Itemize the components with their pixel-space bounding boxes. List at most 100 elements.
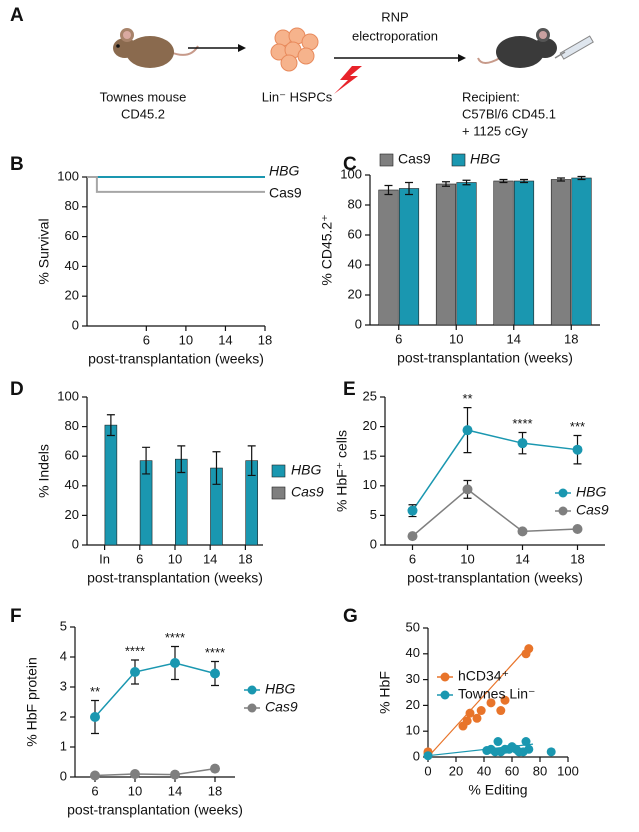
legend-swatch — [247, 685, 257, 695]
panel-letter: B — [10, 154, 24, 175]
error-bar — [577, 175, 586, 181]
point — [517, 526, 528, 537]
legend-label: Townes Lin⁻ — [458, 686, 535, 702]
error-bar — [212, 451, 221, 485]
x-tick-label: 18 — [564, 331, 578, 346]
bar — [493, 180, 514, 326]
legend-label: HBG — [269, 163, 299, 179]
bar — [104, 424, 118, 546]
significance: ** — [462, 391, 472, 406]
point — [90, 712, 100, 722]
y-tick-label: 40 — [65, 258, 79, 273]
y-tick-label: 4 — [60, 648, 67, 663]
y-tick-label: 20 — [65, 507, 79, 522]
y-tick-label: 100 — [57, 388, 79, 403]
arrowhead — [238, 44, 246, 52]
legend-label: HBG — [576, 484, 606, 500]
recipient-mouse-icon — [477, 28, 594, 68]
y-tick-label: 5 — [60, 618, 67, 633]
x-tick-label: 0 — [424, 763, 431, 778]
point — [476, 706, 486, 716]
y-axis-label: % Survival — [36, 218, 52, 284]
point — [496, 706, 506, 716]
y-tick-label: 40 — [406, 645, 420, 660]
point — [423, 751, 433, 761]
legend-swatch — [440, 672, 450, 682]
x-tick-label: 14 — [203, 551, 217, 566]
x-axis-label: % Editing — [468, 782, 527, 798]
line — [411, 429, 578, 512]
y-axis-label: % HbF protein — [24, 657, 40, 746]
x-tick-label: 6 — [136, 551, 143, 566]
legend-label: HBG — [291, 462, 321, 478]
x-tick-label: 18 — [238, 551, 252, 566]
legend-label: hCD34⁺ — [458, 668, 509, 684]
point — [407, 505, 418, 516]
x-tick-label: 40 — [477, 763, 491, 778]
bar — [456, 182, 477, 326]
point — [546, 747, 556, 757]
error-bar — [405, 181, 414, 196]
error-bar — [177, 445, 186, 474]
x-tick-label: 18 — [258, 332, 272, 347]
panel-letter: F — [10, 606, 22, 627]
x-tick-label: 10 — [460, 551, 474, 566]
legend-label: Cas9 — [398, 151, 431, 167]
error-bar — [499, 178, 508, 184]
legend-swatch — [247, 703, 257, 713]
y-tick-label: 10 — [406, 723, 420, 738]
bar — [513, 180, 535, 326]
step-label: electroporation — [352, 28, 438, 43]
panel-letter: D — [10, 379, 24, 400]
error-bar — [441, 181, 450, 187]
x-tick-label: 14 — [168, 783, 182, 798]
y-tick-label: 50 — [406, 619, 420, 634]
significance: **** — [512, 416, 532, 431]
legend-swatch — [558, 506, 568, 516]
y-axis-label: % CD45.2⁺ — [319, 214, 335, 285]
point — [465, 708, 475, 718]
significance: **** — [205, 645, 225, 660]
significance: **** — [125, 643, 145, 658]
x-tick-label: 100 — [557, 763, 579, 778]
x-tick-label: 14 — [507, 331, 521, 346]
cells-label: Lin⁻ HSPCs — [262, 89, 333, 104]
donor-label: Townes mouse — [100, 89, 187, 104]
point — [462, 484, 473, 495]
point — [210, 668, 220, 679]
error-bar — [462, 179, 471, 186]
bar — [550, 179, 572, 326]
x-tick-label: 60 — [505, 763, 519, 778]
y-tick-label: 60 — [65, 228, 79, 243]
recipient-label: C57Bl/6 CD45.1 — [462, 106, 556, 121]
point — [572, 524, 583, 535]
legend-label: Cas9 — [576, 502, 609, 518]
error-bar — [142, 446, 151, 475]
x-tick-label: 6 — [91, 783, 98, 798]
x-axis-label: post-transplantation (weeks) — [88, 351, 264, 367]
y-tick-label: 20 — [348, 286, 362, 301]
error-bar — [520, 178, 529, 184]
x-tick-label: In — [99, 551, 110, 566]
error-bar — [556, 177, 565, 182]
point — [493, 737, 503, 747]
y-tick-label: 40 — [65, 477, 79, 492]
step-label: RNP — [381, 9, 408, 24]
panel-letter: A — [10, 5, 24, 26]
y-tick-label: 5 — [370, 507, 377, 522]
x-tick-label: 10 — [168, 551, 182, 566]
y-tick-label: 0 — [413, 748, 420, 763]
error-bar — [247, 445, 256, 477]
x-tick-label: 80 — [533, 763, 547, 778]
cells-icon — [270, 27, 319, 72]
point — [486, 698, 496, 708]
point — [90, 770, 100, 781]
y-tick-label: 25 — [363, 388, 377, 403]
y-axis-label: % HbF⁺ cells — [334, 430, 350, 512]
panel-letter: E — [343, 379, 356, 400]
y-tick-label: 20 — [65, 288, 79, 303]
legend-label: Cas9 — [269, 185, 302, 201]
significance: ** — [90, 684, 100, 699]
y-tick-label: 80 — [65, 198, 79, 213]
x-tick-label: 14 — [515, 551, 529, 566]
